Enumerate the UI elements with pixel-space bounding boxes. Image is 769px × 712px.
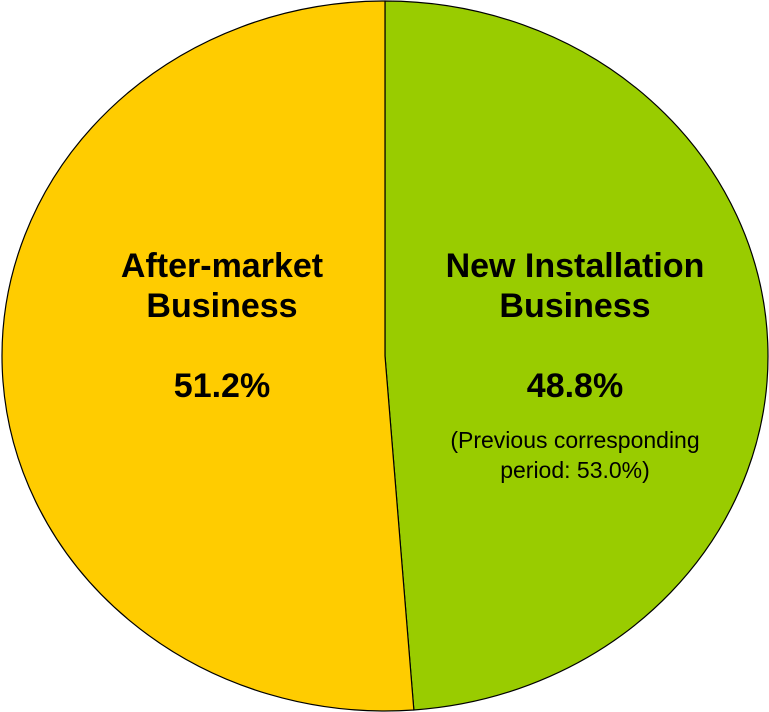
annotation: (Previous corresponding period: 53.0%)	[450, 427, 700, 483]
pie-slice	[1, 0, 415, 712]
value-label: 51.2%	[173, 367, 271, 405]
slice-label: New Installation Business	[445, 247, 705, 325]
value-label: 48.8%	[526, 367, 624, 405]
pie-slice	[384, 0, 769, 711]
slice-label: After-market Business	[120, 247, 324, 325]
